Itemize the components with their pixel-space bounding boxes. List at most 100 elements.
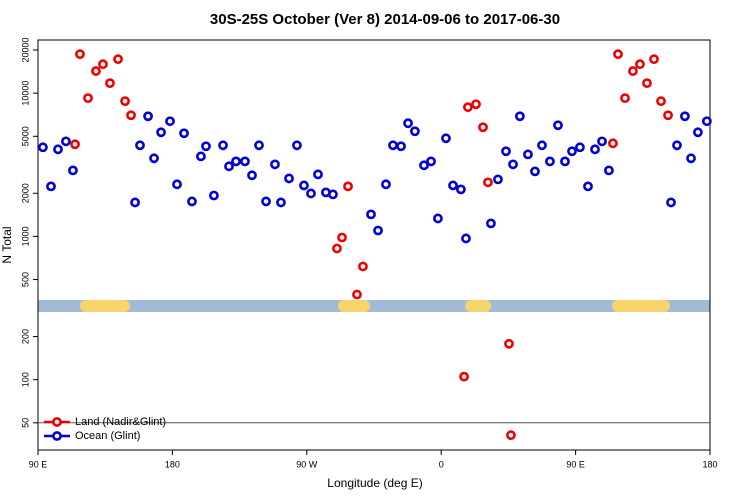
x-tick-label: 180: [702, 459, 717, 469]
legend-marker: [52, 417, 62, 427]
point: [299, 180, 309, 191]
x-axis-label: Longitude (deg E): [327, 476, 422, 490]
point: [461, 233, 471, 244]
point: [126, 110, 136, 121]
point: [686, 153, 696, 164]
point: [98, 59, 108, 70]
y-tick-label: 200: [20, 329, 30, 344]
point: [506, 430, 516, 441]
y-tick-label: 10000: [20, 81, 30, 106]
point: [486, 218, 496, 229]
point: [663, 110, 673, 121]
point: [75, 49, 85, 60]
point: [504, 338, 514, 349]
point: [224, 161, 234, 172]
point: [523, 149, 533, 160]
point: [666, 197, 676, 208]
point: [501, 146, 511, 157]
point: [149, 153, 159, 164]
point: [597, 136, 607, 147]
point: [530, 166, 540, 177]
x-tick-label: 90 E: [29, 459, 48, 469]
land-ocean-band: [38, 300, 710, 312]
point: [426, 156, 436, 167]
point: [53, 144, 63, 155]
y-tick-label: 5000: [20, 126, 30, 146]
point: [172, 179, 182, 190]
point: [583, 181, 593, 192]
y-tick-label: 500: [20, 272, 30, 287]
y-axis-label: N Total: [0, 226, 14, 263]
point: [38, 142, 48, 153]
point: [179, 128, 189, 139]
point: [247, 170, 257, 181]
point: [91, 66, 101, 76]
point: [70, 139, 80, 150]
point: [276, 197, 286, 208]
point: [463, 102, 473, 113]
point: [105, 78, 115, 89]
point: [396, 141, 406, 152]
point: [130, 197, 140, 208]
point: [483, 177, 493, 188]
point: [68, 165, 78, 176]
point: [332, 243, 342, 254]
x-tick-label: 180: [165, 459, 180, 469]
point: [240, 156, 250, 167]
point: [628, 66, 638, 76]
ocean-band: [38, 300, 710, 312]
point: [381, 179, 391, 190]
point: [604, 165, 614, 176]
point: [231, 156, 241, 167]
point: [284, 173, 294, 184]
point: [201, 141, 211, 152]
point: [448, 180, 458, 191]
point: [649, 54, 659, 65]
y-tick-label: 100: [20, 372, 30, 387]
legend-marker: [52, 431, 62, 441]
y-tick-label: 2000: [20, 183, 30, 203]
point: [46, 181, 56, 192]
point: [218, 140, 228, 151]
point: [590, 144, 600, 155]
point: [209, 190, 219, 201]
point: [701, 116, 712, 127]
point: [352, 289, 362, 300]
point: [120, 96, 130, 107]
point: [366, 209, 376, 220]
point: [608, 138, 618, 149]
land-band: [465, 300, 491, 312]
point: [156, 127, 166, 138]
x-tick-label: 90 E: [566, 459, 585, 469]
point: [459, 371, 469, 382]
point: [270, 159, 280, 170]
point: [635, 59, 645, 70]
legend-label: Ocean (Glint): [75, 430, 140, 442]
legend-label: Land (Nadir&Glint): [75, 416, 166, 428]
point: [433, 213, 443, 224]
point: [313, 169, 323, 180]
point: [508, 159, 518, 170]
point: [560, 156, 570, 167]
land-band: [338, 300, 370, 312]
point: [61, 136, 71, 147]
land-band: [612, 300, 670, 312]
point: [537, 140, 547, 151]
point: [403, 118, 413, 129]
point: [187, 196, 197, 207]
land-band: [80, 300, 130, 312]
y-tick-label: 50: [20, 418, 30, 428]
point: [165, 116, 175, 127]
point: [620, 93, 630, 104]
point: [343, 181, 353, 192]
point: [83, 93, 93, 104]
chart-title: 30S-25S October (Ver 8) 2014-09-06 to 20…: [210, 11, 560, 28]
plot-frame: [37, 39, 711, 451]
point: [575, 142, 585, 153]
point: [514, 111, 525, 122]
point: [358, 261, 368, 272]
point: [196, 151, 206, 162]
y-tick-label: 20000: [20, 38, 30, 63]
point: [410, 126, 420, 137]
